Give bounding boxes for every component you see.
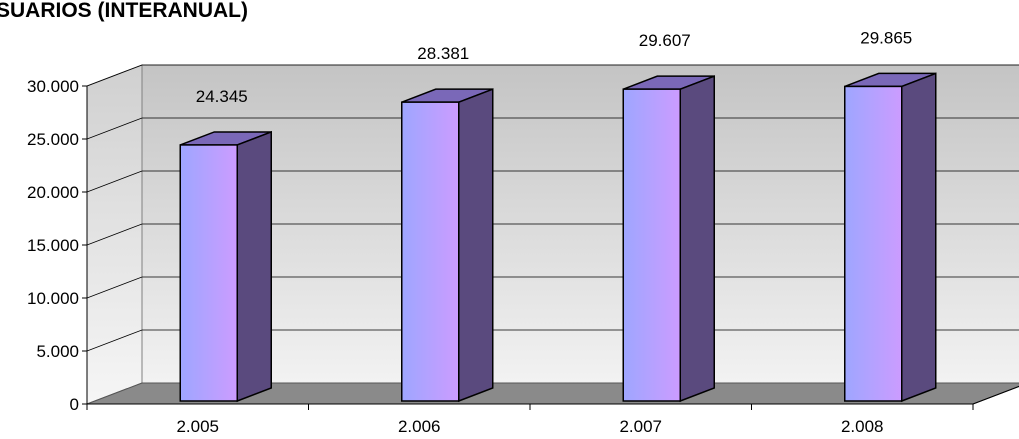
data-label: 24.345 <box>196 87 248 106</box>
data-label: 29.607 <box>639 31 691 50</box>
y-tick-label: 20.000 <box>27 183 79 202</box>
data-label: 29.865 <box>860 28 912 47</box>
gridline <box>86 117 1019 140</box>
bar-side <box>458 88 494 403</box>
bar <box>844 85 903 402</box>
x-tick-label: 2.007 <box>619 417 662 436</box>
y-tick-label: 10.000 <box>27 289 79 308</box>
x-tick-label: 2.008 <box>841 417 884 436</box>
bar <box>622 88 681 402</box>
bar-side <box>901 72 937 403</box>
y-tick-label: 15.000 <box>27 236 79 255</box>
data-label: 28.381 <box>417 44 469 63</box>
plot-area: 0 5.000 10.000 15.000 20.000 25.000 30.000 24.3… <box>27 28 1019 436</box>
chart-title: SUARIOS (INTERANUAL) <box>0 0 248 22</box>
gridline <box>86 170 1019 193</box>
x-tick-label: 2.005 <box>176 417 219 436</box>
x-tick-label: 2.006 <box>398 417 441 436</box>
y-tick-label: 5.000 <box>36 342 79 361</box>
y-tick-label: 30.000 <box>27 77 79 96</box>
y-tick-label: 25.000 <box>27 130 79 149</box>
gridline <box>86 329 1019 352</box>
gridline <box>86 64 1019 87</box>
bar-side <box>236 130 272 403</box>
bar <box>179 144 238 402</box>
y-tick-label: 0 <box>70 395 79 414</box>
bar-side <box>679 75 715 403</box>
gridline <box>86 276 1019 299</box>
bar <box>401 101 460 402</box>
gridline <box>86 223 1019 246</box>
